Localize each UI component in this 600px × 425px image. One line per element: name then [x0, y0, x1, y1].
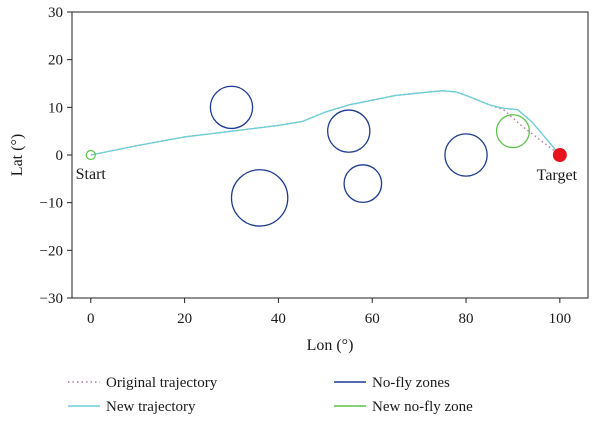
x-tick-label: 0 [87, 311, 95, 327]
no-fly-zones [209, 85, 488, 227]
trajectory-series [90, 89, 561, 156]
target-marker [552, 148, 567, 162]
no-fly-zone-circle [327, 109, 371, 153]
legend-label-new-trajectory: New trajectory [106, 399, 196, 415]
x-tick-label: 80 [459, 311, 474, 327]
no-fly-zone-circle [209, 85, 254, 130]
plot-border [71, 11, 589, 299]
plot-frame [71, 11, 589, 299]
x-tick-label: 40 [271, 311, 286, 327]
y-tick-label: 10 [48, 100, 63, 116]
start-label: Start [76, 166, 107, 183]
new-no-fly-zone [495, 114, 531, 149]
y-tick-label: 0 [56, 148, 64, 164]
x-axis-title: Lon (°) [307, 337, 354, 354]
y-tick-label: −20 [40, 243, 63, 259]
y-tick-label: −10 [40, 196, 63, 212]
no-fly-zone-circle [444, 133, 488, 177]
no-fly-zone-circle [343, 164, 383, 204]
legend-label-original-trajectory: Original trajectory [106, 375, 218, 391]
legend: Original trajectory New trajectory No-fl… [68, 375, 473, 415]
original-trajectory-line [90, 89, 561, 156]
axis-ticks: 0 20 40 60 80 100 −30 −20 −10 0 10 20 30 [40, 5, 572, 327]
x-tick-label: 20 [177, 311, 192, 327]
new-no-fly-zone-circle [495, 114, 531, 149]
no-fly-zone-circle [230, 169, 289, 227]
target-label: Target [537, 167, 578, 184]
legend-label-new-no-fly-zone: New no-fly zone [372, 399, 473, 415]
y-axis-title: Lat (°) [9, 134, 26, 176]
endpoint-markers [85, 148, 567, 162]
y-tick-label: −30 [40, 291, 63, 307]
x-tick-label: 100 [549, 311, 572, 327]
legend-label-no-fly-zones: No-fly zones [372, 375, 450, 391]
new-trajectory-line [90, 89, 561, 156]
y-tick-label: 20 [48, 53, 63, 69]
y-tick-label: 30 [48, 5, 63, 21]
x-tick-label: 60 [365, 311, 380, 327]
start-marker [85, 149, 96, 161]
